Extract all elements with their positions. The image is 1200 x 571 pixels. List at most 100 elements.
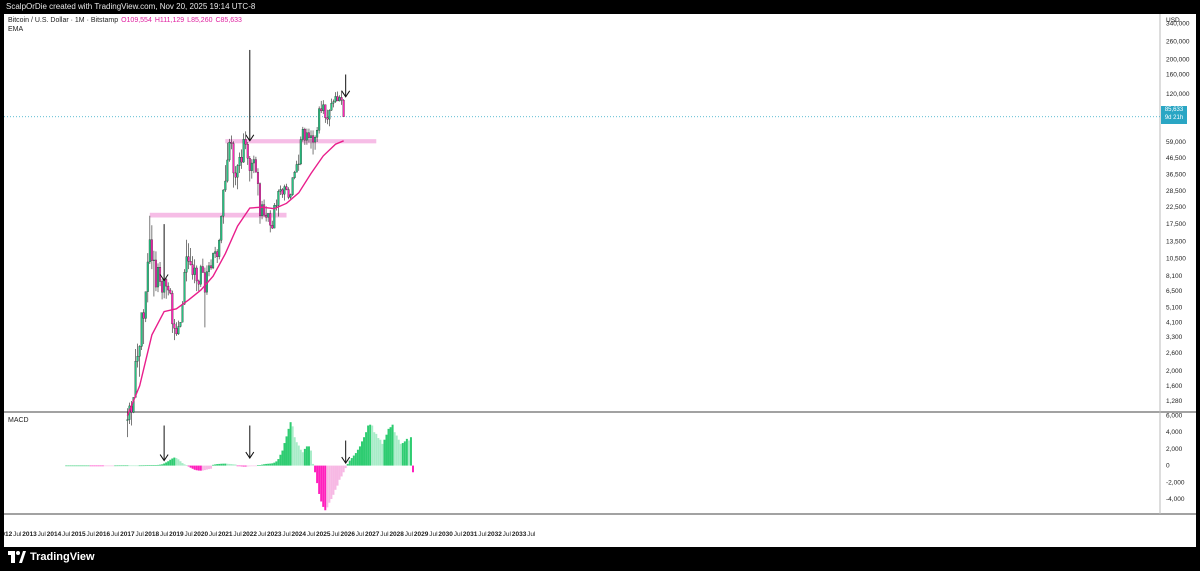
time-tick-label: Jul xyxy=(233,531,242,538)
macd-bar-10 xyxy=(83,465,86,467)
price-and-macd-chart[interactable]: USD 1,280 1,600 2,000 2,600 3,300 4,100 5,100 6,… xyxy=(4,14,1196,547)
macd-bar-49 xyxy=(163,463,166,466)
macd-bar-72 xyxy=(210,465,213,469)
macd-tick-label: 2,000 xyxy=(1166,446,1183,453)
macd-tick-label: -4,000 xyxy=(1166,496,1185,503)
time-tick-label: 2018 xyxy=(145,531,160,538)
candle-1 xyxy=(126,408,129,438)
macd-bar-127 xyxy=(322,465,325,507)
macd-bar-31 xyxy=(126,465,129,467)
price-tick-label: 1,600 xyxy=(1166,383,1183,390)
macd-bar-148 xyxy=(365,432,368,466)
macd-bar-119 xyxy=(305,446,308,466)
macd-bar-69 xyxy=(203,465,206,471)
candle-57 xyxy=(240,149,243,169)
macd-bar-71 xyxy=(208,465,210,470)
candle-96 xyxy=(320,100,323,114)
macd-bar-47 xyxy=(159,464,162,466)
macd-bar-76 xyxy=(218,463,221,466)
macd-bar-57 xyxy=(179,461,182,466)
candle-90 xyxy=(307,128,310,143)
macd-bar-41 xyxy=(146,465,149,466)
price-tick-label: 160,000 xyxy=(1166,71,1190,78)
macd-bar-166 xyxy=(401,443,404,466)
macd-bar-53 xyxy=(171,458,174,466)
tradingview-logo-icon xyxy=(8,551,26,563)
candle-70 xyxy=(267,213,270,222)
candle-13 xyxy=(150,225,153,270)
candle-99 xyxy=(326,109,329,125)
macd-bar-33 xyxy=(130,465,133,467)
price-axis: USD 1,280 1,600 2,000 2,600 3,300 4,100 5,100 6,… xyxy=(1166,17,1190,405)
macd-bar-99 xyxy=(265,463,268,466)
macd-bar-90 xyxy=(246,465,249,467)
macd-bar-14 xyxy=(91,465,94,467)
macd-bar-149 xyxy=(367,425,370,466)
macd-bar-142 xyxy=(352,455,355,466)
macd-bar-5 xyxy=(73,465,76,467)
candle-31 xyxy=(187,243,190,270)
macd-bar-135 xyxy=(338,465,341,480)
macd-bar-152 xyxy=(373,432,376,466)
macd-bar-155 xyxy=(379,439,382,466)
snapshot-caption-bar: ScalpOrDie created with TradingView.com,… xyxy=(0,0,1200,14)
macd-bar-46 xyxy=(157,464,159,466)
legend-high: H111,129 xyxy=(154,17,185,24)
candle-68 xyxy=(263,199,266,217)
candle-7 xyxy=(138,345,141,377)
macd-bar-139 xyxy=(346,463,349,466)
time-tick-label: 2029 xyxy=(414,531,429,538)
candle-52 xyxy=(230,135,233,150)
candle-8 xyxy=(140,312,143,351)
macd-bar-39 xyxy=(142,465,145,467)
time-tick-label: Jul xyxy=(258,531,267,538)
candle-49 xyxy=(224,165,227,192)
candle-47 xyxy=(220,215,223,244)
macd-bar-100 xyxy=(267,463,270,466)
macd-bar-85 xyxy=(236,465,239,467)
chart-area[interactable]: USD 1,280 1,600 2,000 2,600 3,300 4,100 5,100 6,… xyxy=(4,14,1196,547)
candle-6 xyxy=(136,343,139,368)
macd-bar-123 xyxy=(314,465,317,473)
candle-42 xyxy=(210,259,213,270)
macd-bar-109 xyxy=(285,436,288,466)
macd-bar-124 xyxy=(316,465,319,484)
candle-33 xyxy=(191,256,194,280)
macd-bar-137 xyxy=(342,465,345,473)
time-tick-label: 2020 xyxy=(194,531,209,538)
macd-bar-19 xyxy=(101,465,104,467)
price-arrow-2 xyxy=(245,49,255,142)
macd-bar-146 xyxy=(361,441,363,466)
legend-low: L85,260 xyxy=(187,17,213,24)
time-tick-label: 2030 xyxy=(438,531,453,538)
ema-indicator-label[interactable]: EMA xyxy=(8,26,24,33)
time-tick-label: Jul xyxy=(111,531,120,538)
candle-73 xyxy=(273,203,276,229)
macd-bar-66 xyxy=(197,465,200,471)
macd-bar-29 xyxy=(122,465,125,467)
tradingview-logo[interactable]: TradingView xyxy=(8,551,95,563)
price-tick-label: 8,100 xyxy=(1166,273,1183,280)
candle-15 xyxy=(154,251,157,292)
macd-bar-103 xyxy=(273,462,276,466)
macd-bar-147 xyxy=(363,437,366,466)
macd-bar-87 xyxy=(240,465,243,467)
macd-bar-79 xyxy=(224,463,227,466)
price-tick-label: 5,100 xyxy=(1166,304,1183,311)
candle-43 xyxy=(212,252,215,270)
macd-indicator-label[interactable]: MACD xyxy=(8,417,29,424)
candle-66 xyxy=(258,182,261,224)
support-zone-1 xyxy=(149,212,287,218)
macd-bar-15 xyxy=(93,465,96,467)
candle-58 xyxy=(242,133,245,163)
candle-48 xyxy=(222,189,225,224)
macd-bar-121 xyxy=(310,450,312,466)
footer-bar: TradingView xyxy=(0,547,1200,571)
candle-25 xyxy=(175,322,178,336)
price-tick-label: 260,000 xyxy=(1166,39,1190,46)
candle-38 xyxy=(201,258,204,273)
macd-bar-115 xyxy=(297,445,300,466)
symbol-legend[interactable]: Bitcoin / U.S. Dollar · 1M · Bitstamp O10… xyxy=(8,17,242,24)
time-tick-label: 2032 xyxy=(487,531,502,538)
